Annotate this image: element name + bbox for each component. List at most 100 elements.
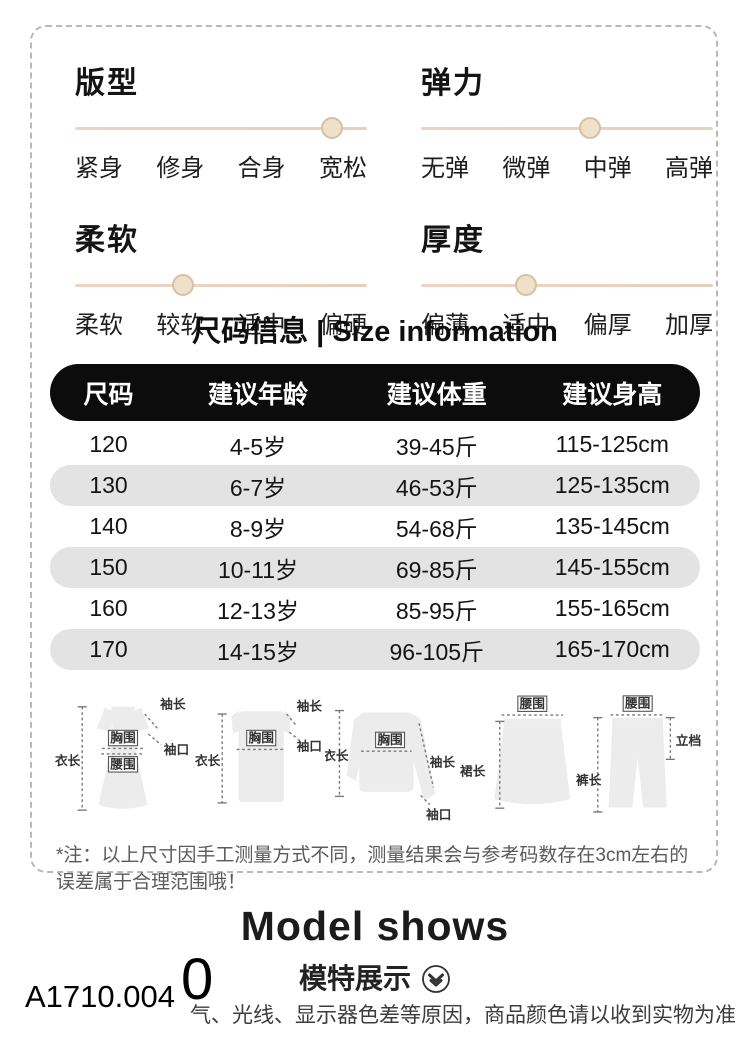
pants-rise-label: 立档 xyxy=(676,733,702,748)
slider-knob[interactable] xyxy=(579,117,602,139)
cell-size: 150 xyxy=(89,554,128,580)
table-row: 140 8-9岁 54-68斤 135-145cm xyxy=(50,506,700,547)
dress-waist-label: 腰围 xyxy=(109,757,135,771)
cell-age: 12-13岁 xyxy=(217,597,299,624)
cell-age: 8-9岁 xyxy=(229,515,287,542)
cell-size: 130 xyxy=(89,472,128,498)
attr-label: 无弹 xyxy=(421,155,469,182)
col-header-age: 建议年龄 xyxy=(207,380,308,409)
table-row: 130 6-7岁 46-53斤 125-135cm xyxy=(50,465,700,506)
cell-weight: 39-45斤 xyxy=(395,433,478,460)
cell-weight: 54-68斤 xyxy=(395,515,478,542)
chevron-down-icon[interactable] xyxy=(421,964,451,1001)
attr-elasticity: 弹力 无弹 微弹 中弹 高弹 xyxy=(421,58,713,183)
table-row: 170 14-15岁 96-105斤 165-170cm xyxy=(50,629,700,670)
tshirt-cuff-label: 袖口 xyxy=(296,738,321,753)
col-header-size: 尺码 xyxy=(83,380,134,409)
table-row: 150 10-11岁 69-85斤 145-155cm xyxy=(50,547,700,588)
tshirt-length-label: 衣长 xyxy=(195,753,221,768)
attr-fit-title: 版型 xyxy=(75,67,139,100)
model-shows-subtitle: 模特展示 xyxy=(0,957,750,1001)
attr-elasticity-labels: 无弹 微弹 中弹 高弹 xyxy=(421,148,713,183)
cell-size: 160 xyxy=(89,595,128,621)
attr-label: 柔软 xyxy=(75,312,123,339)
attr-label: 加厚 xyxy=(664,312,713,339)
attr-elasticity-title: 弹力 xyxy=(421,67,485,100)
table-row: 120 4-5岁 39-45斤 115-125cm xyxy=(50,424,700,465)
model-shows-subtitle-text: 模特展示 xyxy=(298,963,411,994)
attr-label: 偏薄 xyxy=(421,312,469,339)
cell-height: 145-155cm xyxy=(554,554,670,580)
attr-label: 较软 xyxy=(156,312,205,339)
sweatshirt-cuff-label: 袖口 xyxy=(426,807,451,822)
attr-label: 适中 xyxy=(237,312,286,339)
attr-softness: 柔软 柔软 较软 适中 偏硬 xyxy=(75,215,367,340)
attr-label: 紧身 xyxy=(75,155,123,182)
attr-softness-slider xyxy=(75,273,367,297)
attr-thickness-title: 厚度 xyxy=(421,224,485,257)
cell-height: 135-145cm xyxy=(554,513,670,539)
size-table: 尺码 建议年龄 建议体重 建议身高 120 4-5岁 39-45斤 115-12… xyxy=(50,364,700,670)
size-table-body: 120 4-5岁 39-45斤 115-125cm 130 6-7岁 46-53… xyxy=(50,424,700,670)
color-disclaimer: 气、光线、显示器色差等原因，商品颜色请以收到实物为准 xyxy=(190,1004,736,1027)
measurement-note: *注：以上尺寸因手工测量方式不同，测量结果会与参考码数存在3cm左右的误差属于合… xyxy=(56,845,689,893)
dress-measure-diagram: 衣长 胸围 腰围 袖长 袖口 xyxy=(55,697,189,811)
sweatshirt-measure-diagram: 衣长 胸围 袖长 袖口 xyxy=(325,709,455,822)
attr-fit-labels: 紧身 修身 合身 宽松 xyxy=(75,148,367,183)
attr-label: 中弹 xyxy=(583,155,632,182)
slider-knob[interactable] xyxy=(172,274,195,296)
tshirt-sleeve-label: 袖长 xyxy=(296,698,321,713)
slider-knob[interactable] xyxy=(515,274,538,296)
slider-track xyxy=(75,127,367,130)
slider-track xyxy=(421,127,713,130)
attr-thickness-labels: 偏薄 适中 偏厚 加厚 xyxy=(421,305,713,340)
cell-height: 125-135cm xyxy=(554,472,670,498)
size-table-header: 尺码 建议年龄 建议体重 建议身高 xyxy=(50,364,700,421)
cell-size: 140 xyxy=(89,513,128,539)
attr-label: 宽松 xyxy=(318,155,367,182)
attr-label: 偏厚 xyxy=(583,312,632,339)
info-panel-border xyxy=(30,25,718,873)
slider-track xyxy=(75,284,367,287)
attr-elasticity-slider xyxy=(421,116,713,140)
cell-size: 120 xyxy=(89,431,128,457)
attr-fit: 版型 紧身 修身 合身 宽松 xyxy=(75,58,367,183)
cell-age: 4-5岁 xyxy=(229,433,287,460)
dress-cuff-label: 袖口 xyxy=(164,742,189,757)
sku-code: A1710.004 xyxy=(25,979,175,1014)
cell-height: 115-125cm xyxy=(555,431,669,457)
size-section-title: 尺码信息 | Size information xyxy=(192,316,558,348)
overlay-number: 0 xyxy=(181,947,214,1012)
attr-softness-labels: 柔软 较软 适中 偏硬 xyxy=(75,305,367,340)
skirt-measure-diagram: 腰围 裙长 xyxy=(460,695,570,809)
tshirt-measure-diagram: 衣长 胸围 袖长 袖口 xyxy=(195,698,322,804)
cell-weight: 96-105斤 xyxy=(389,638,485,665)
measurement-diagrams: 衣长 胸围 腰围 袖长 袖口 衣长 胸围 袖长 袖口 衣长 胸 xyxy=(55,692,703,834)
col-header-weight: 建议体重 xyxy=(386,380,487,409)
slider-knob[interactable] xyxy=(320,117,343,139)
attr-thickness: 厚度 偏薄 适中 偏厚 加厚 xyxy=(421,215,713,340)
cell-age: 10-11岁 xyxy=(217,556,299,583)
attr-label: 高弹 xyxy=(664,155,713,182)
cell-weight: 85-95斤 xyxy=(395,597,478,624)
dress-bust-label: 胸围 xyxy=(110,730,135,745)
skirt-length-label: 裙长 xyxy=(460,764,486,779)
slider-track xyxy=(421,284,713,287)
model-shows-title: Model shows xyxy=(240,903,510,949)
pants-measure-diagram: 腰围 立档 裤长 xyxy=(576,695,702,813)
cell-age: 14-15岁 xyxy=(217,638,299,665)
attr-softness-title: 柔软 xyxy=(75,224,139,257)
attr-fit-slider xyxy=(75,116,367,140)
skirt-waist-label: 腰围 xyxy=(518,697,544,711)
attr-label: 适中 xyxy=(502,312,551,339)
sweatshirt-bust-label: 胸围 xyxy=(377,732,402,747)
attr-label: 微弹 xyxy=(502,155,551,182)
cell-age: 6-7岁 xyxy=(229,474,287,501)
attr-label: 偏硬 xyxy=(318,312,367,339)
cell-height: 155-165cm xyxy=(554,595,670,621)
col-header-height: 建议身高 xyxy=(562,380,663,409)
attribute-sliders: 版型 紧身 修身 合身 宽松 弹力 无弹 微弹 中弹 高弹 柔软 xyxy=(75,58,713,340)
attr-label: 合身 xyxy=(237,155,286,182)
cell-weight: 46-53斤 xyxy=(395,474,478,501)
table-row: 160 12-13岁 85-95斤 155-165cm xyxy=(50,588,700,629)
